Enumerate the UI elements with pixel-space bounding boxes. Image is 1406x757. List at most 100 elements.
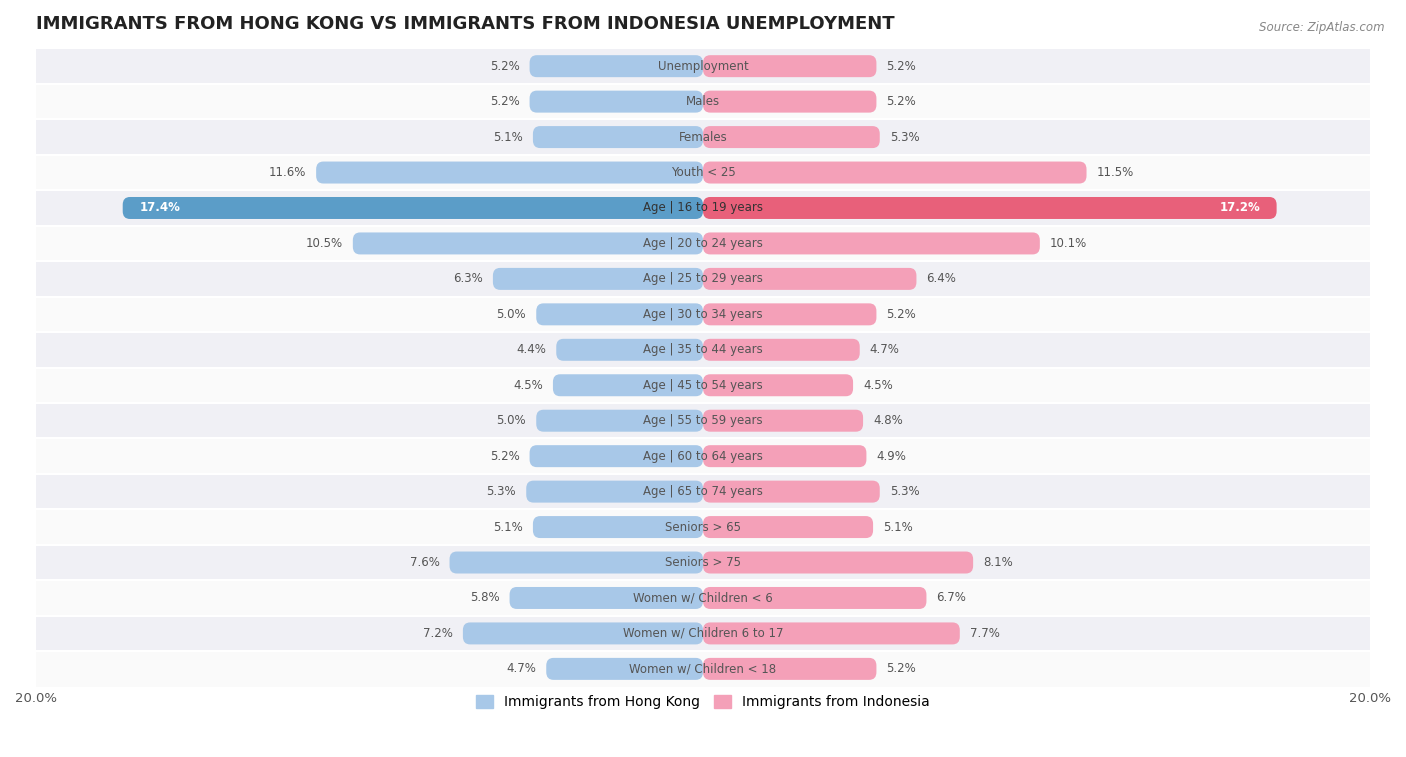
FancyBboxPatch shape [703, 410, 863, 431]
Text: 17.4%: 17.4% [139, 201, 180, 214]
Bar [37, 190, 1369, 226]
Text: Youth < 25: Youth < 25 [671, 166, 735, 179]
FancyBboxPatch shape [536, 410, 703, 431]
Bar [37, 615, 1369, 651]
Text: 11.5%: 11.5% [1097, 166, 1133, 179]
FancyBboxPatch shape [703, 622, 960, 644]
FancyBboxPatch shape [703, 658, 876, 680]
Text: 10.1%: 10.1% [1050, 237, 1087, 250]
Text: 5.1%: 5.1% [883, 521, 912, 534]
Bar [37, 261, 1369, 297]
FancyBboxPatch shape [703, 126, 880, 148]
FancyBboxPatch shape [509, 587, 703, 609]
FancyBboxPatch shape [547, 658, 703, 680]
Bar [37, 84, 1369, 120]
FancyBboxPatch shape [703, 552, 973, 574]
Text: Females: Females [679, 130, 727, 144]
Bar [37, 332, 1369, 368]
Text: Age | 16 to 19 years: Age | 16 to 19 years [643, 201, 763, 214]
Bar [37, 474, 1369, 509]
FancyBboxPatch shape [703, 587, 927, 609]
Bar [37, 438, 1369, 474]
FancyBboxPatch shape [703, 304, 876, 326]
Text: 5.3%: 5.3% [486, 485, 516, 498]
Legend: Immigrants from Hong Kong, Immigrants from Indonesia: Immigrants from Hong Kong, Immigrants fr… [471, 690, 935, 715]
FancyBboxPatch shape [353, 232, 703, 254]
FancyBboxPatch shape [703, 91, 876, 113]
Text: 7.7%: 7.7% [970, 627, 1000, 640]
Text: 6.4%: 6.4% [927, 273, 956, 285]
FancyBboxPatch shape [530, 91, 703, 113]
Text: Males: Males [686, 95, 720, 108]
Text: 7.2%: 7.2% [423, 627, 453, 640]
FancyBboxPatch shape [703, 339, 859, 361]
Text: Age | 25 to 29 years: Age | 25 to 29 years [643, 273, 763, 285]
FancyBboxPatch shape [316, 161, 703, 183]
Text: 5.8%: 5.8% [470, 591, 499, 605]
FancyBboxPatch shape [703, 516, 873, 538]
Text: Seniors > 75: Seniors > 75 [665, 556, 741, 569]
Text: 5.2%: 5.2% [886, 308, 917, 321]
Text: 7.6%: 7.6% [409, 556, 440, 569]
FancyBboxPatch shape [703, 481, 880, 503]
FancyBboxPatch shape [526, 481, 703, 503]
FancyBboxPatch shape [553, 374, 703, 396]
Text: 5.3%: 5.3% [890, 130, 920, 144]
Text: 6.3%: 6.3% [453, 273, 482, 285]
FancyBboxPatch shape [533, 516, 703, 538]
Text: 4.4%: 4.4% [516, 343, 547, 357]
Bar [37, 154, 1369, 190]
Bar [37, 581, 1369, 615]
FancyBboxPatch shape [536, 304, 703, 326]
Text: 5.2%: 5.2% [489, 60, 520, 73]
Text: 11.6%: 11.6% [269, 166, 307, 179]
FancyBboxPatch shape [703, 197, 1277, 219]
Text: Seniors > 65: Seniors > 65 [665, 521, 741, 534]
Text: 5.1%: 5.1% [494, 521, 523, 534]
Text: Source: ZipAtlas.com: Source: ZipAtlas.com [1260, 21, 1385, 34]
FancyBboxPatch shape [463, 622, 703, 644]
Text: Age | 20 to 24 years: Age | 20 to 24 years [643, 237, 763, 250]
FancyBboxPatch shape [533, 126, 703, 148]
Text: 5.2%: 5.2% [489, 95, 520, 108]
Text: 5.2%: 5.2% [886, 662, 917, 675]
FancyBboxPatch shape [122, 197, 703, 219]
FancyBboxPatch shape [703, 445, 866, 467]
Text: Women w/ Children 6 to 17: Women w/ Children 6 to 17 [623, 627, 783, 640]
Text: Age | 30 to 34 years: Age | 30 to 34 years [643, 308, 763, 321]
Text: 4.5%: 4.5% [863, 378, 893, 392]
Text: Women w/ Children < 18: Women w/ Children < 18 [630, 662, 776, 675]
FancyBboxPatch shape [703, 161, 1087, 183]
Text: 5.2%: 5.2% [489, 450, 520, 463]
Text: 17.2%: 17.2% [1219, 201, 1260, 214]
Text: Age | 35 to 44 years: Age | 35 to 44 years [643, 343, 763, 357]
Text: 5.0%: 5.0% [496, 308, 526, 321]
Text: 5.3%: 5.3% [890, 485, 920, 498]
Bar [37, 368, 1369, 403]
Text: 4.8%: 4.8% [873, 414, 903, 427]
FancyBboxPatch shape [530, 445, 703, 467]
Bar [37, 297, 1369, 332]
Text: 5.0%: 5.0% [496, 414, 526, 427]
Text: 4.7%: 4.7% [870, 343, 900, 357]
FancyBboxPatch shape [703, 55, 876, 77]
Text: Age | 45 to 54 years: Age | 45 to 54 years [643, 378, 763, 392]
Text: Age | 65 to 74 years: Age | 65 to 74 years [643, 485, 763, 498]
Bar [37, 120, 1369, 154]
Text: 4.9%: 4.9% [876, 450, 907, 463]
Bar [37, 651, 1369, 687]
FancyBboxPatch shape [703, 374, 853, 396]
Bar [37, 226, 1369, 261]
Text: Women w/ Children < 6: Women w/ Children < 6 [633, 591, 773, 605]
FancyBboxPatch shape [530, 55, 703, 77]
Text: 5.2%: 5.2% [886, 60, 917, 73]
Text: 5.2%: 5.2% [886, 95, 917, 108]
Bar [37, 545, 1369, 581]
Text: Age | 60 to 64 years: Age | 60 to 64 years [643, 450, 763, 463]
Bar [37, 48, 1369, 84]
Text: IMMIGRANTS FROM HONG KONG VS IMMIGRANTS FROM INDONESIA UNEMPLOYMENT: IMMIGRANTS FROM HONG KONG VS IMMIGRANTS … [37, 15, 894, 33]
Text: 8.1%: 8.1% [983, 556, 1012, 569]
Bar [37, 509, 1369, 545]
FancyBboxPatch shape [703, 232, 1040, 254]
Text: 6.7%: 6.7% [936, 591, 966, 605]
